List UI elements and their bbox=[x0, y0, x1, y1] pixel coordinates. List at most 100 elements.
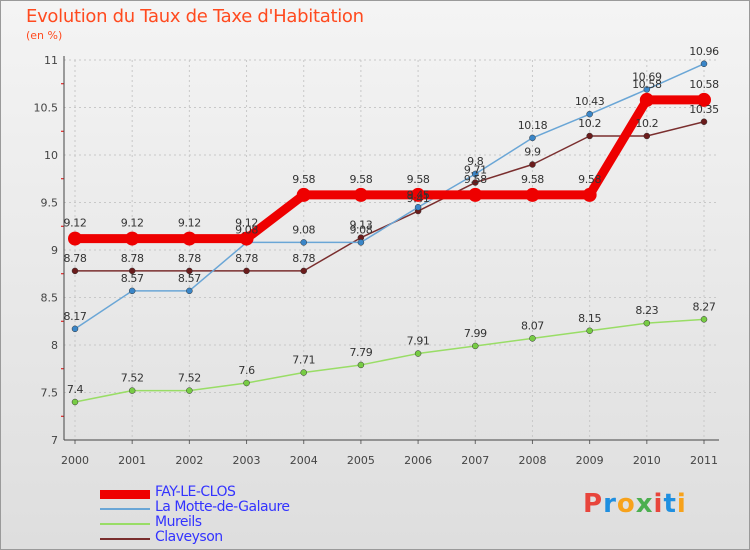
y-tick-label: 7.5 bbox=[41, 387, 59, 400]
chart-title: Evolution du Taux de Taxe d'Habitation bbox=[26, 6, 364, 27]
y-tick-label: 8.5 bbox=[41, 292, 59, 305]
data-label: 9.58 bbox=[521, 173, 544, 186]
data-label: 8.78 bbox=[64, 252, 87, 265]
data-label: 9.12 bbox=[121, 217, 144, 230]
legend-label: FAY-LE-CLOS bbox=[155, 484, 236, 500]
data-label: 7.99 bbox=[464, 327, 487, 340]
data-label: 7.79 bbox=[349, 346, 372, 359]
legend-label: La Motte-de-Galaure bbox=[155, 499, 290, 515]
data-label: 7.6 bbox=[238, 364, 255, 377]
data-point bbox=[68, 231, 82, 246]
x-tick-label: 2002 bbox=[175, 454, 203, 467]
logo-letter: x bbox=[635, 489, 654, 519]
data-point bbox=[186, 387, 193, 394]
data-point bbox=[529, 134, 536, 142]
data-point bbox=[582, 187, 597, 202]
data-point bbox=[472, 170, 479, 178]
data-label: 9.58 bbox=[349, 173, 372, 186]
data-label: 7.91 bbox=[407, 335, 430, 348]
data-label: 10.2 bbox=[635, 117, 658, 130]
data-label: 7.52 bbox=[178, 372, 201, 385]
data-label: 9.13 bbox=[349, 219, 372, 232]
data-point bbox=[128, 387, 136, 394]
y-tick-label: 9 bbox=[51, 244, 58, 257]
data-point bbox=[529, 335, 536, 342]
y-tick-label: 11 bbox=[44, 54, 58, 67]
data-label: 9.08 bbox=[349, 223, 372, 236]
series-line bbox=[75, 95, 704, 244]
data-label: 10.2 bbox=[578, 117, 601, 130]
proxiti-logo: Proxiti bbox=[583, 489, 687, 519]
data-point bbox=[128, 287, 136, 295]
data-point bbox=[186, 287, 193, 295]
legend-swatch bbox=[100, 523, 150, 525]
data-label: 9.58 bbox=[407, 173, 430, 186]
data-point bbox=[300, 369, 307, 376]
data-point bbox=[639, 92, 654, 107]
data-label: 9.12 bbox=[235, 217, 258, 230]
data-point bbox=[353, 187, 368, 202]
data-label: 9.71 bbox=[464, 164, 487, 177]
data-label: 9.8 bbox=[467, 155, 484, 168]
data-labels: 8.78 8.78 8.78 8.78 8.78 9.13 9.41 9.71 9.9 10.2 1… bbox=[64, 45, 720, 396]
x-tick-label: 2010 bbox=[633, 454, 661, 467]
data-label: 8.78 bbox=[292, 252, 315, 265]
legend-swatch bbox=[100, 489, 150, 499]
data-point bbox=[472, 179, 479, 186]
data-label: 9.41 bbox=[407, 192, 430, 205]
x-tick-label: 2000 bbox=[61, 454, 89, 467]
data-label: 8.78 bbox=[178, 252, 201, 265]
data-label: 9.12 bbox=[178, 217, 201, 230]
x-tick-label: 2005 bbox=[347, 454, 375, 467]
x-tick-label: 2004 bbox=[290, 454, 318, 467]
data-point bbox=[186, 267, 193, 275]
data-point bbox=[697, 92, 711, 107]
axes: 7 7.5 8 8.5 9 9.5 10 10.5 11 2000 2001 2002 2003 2004… bbox=[34, 54, 719, 467]
data-point bbox=[643, 86, 651, 93]
data-point bbox=[586, 132, 593, 140]
series-fay-le-clos bbox=[68, 92, 711, 246]
logo-letter: o bbox=[616, 489, 636, 519]
data-point bbox=[586, 327, 593, 334]
data-point bbox=[182, 231, 197, 246]
data-label: 10.18 bbox=[518, 119, 548, 132]
data-label: 9.45 bbox=[407, 188, 430, 201]
data-point bbox=[71, 325, 79, 333]
data-point bbox=[468, 187, 483, 202]
data-point bbox=[414, 204, 422, 211]
logo-letter: t bbox=[663, 489, 677, 519]
data-label: 9.9 bbox=[524, 146, 541, 159]
data-label: 7.52 bbox=[121, 372, 144, 385]
x-tick-label: 2006 bbox=[404, 454, 432, 467]
data-point bbox=[243, 267, 250, 275]
data-point bbox=[243, 379, 250, 387]
data-label: 9.58 bbox=[292, 173, 315, 186]
gridlines bbox=[64, 59, 719, 441]
legend-swatch bbox=[100, 538, 150, 540]
y-tick-label: 7 bbox=[51, 434, 58, 447]
data-label: 10.69 bbox=[632, 70, 662, 83]
data-label: 8.17 bbox=[64, 310, 87, 323]
data-label: 8.78 bbox=[121, 252, 144, 265]
x-tick-label: 2007 bbox=[461, 454, 489, 467]
data-point bbox=[529, 161, 536, 168]
logo-letter: P bbox=[583, 489, 604, 519]
x-tick-label: 2009 bbox=[576, 454, 604, 467]
data-point bbox=[357, 361, 365, 369]
data-label: 8.27 bbox=[693, 300, 716, 313]
data-point bbox=[71, 267, 79, 275]
data-point bbox=[357, 239, 365, 246]
data-point bbox=[586, 110, 593, 118]
data-point bbox=[414, 350, 422, 357]
data-point bbox=[125, 231, 140, 246]
data-label: 8.57 bbox=[121, 272, 144, 285]
logo-letter: i bbox=[653, 489, 664, 519]
legend-label: Mureils bbox=[155, 514, 202, 530]
data-label: 9.08 bbox=[292, 223, 315, 236]
series-line bbox=[74, 63, 705, 330]
data-point bbox=[296, 187, 311, 202]
data-label: 7.71 bbox=[292, 354, 315, 367]
data-label: 8.23 bbox=[635, 304, 658, 317]
data-point bbox=[643, 132, 651, 140]
